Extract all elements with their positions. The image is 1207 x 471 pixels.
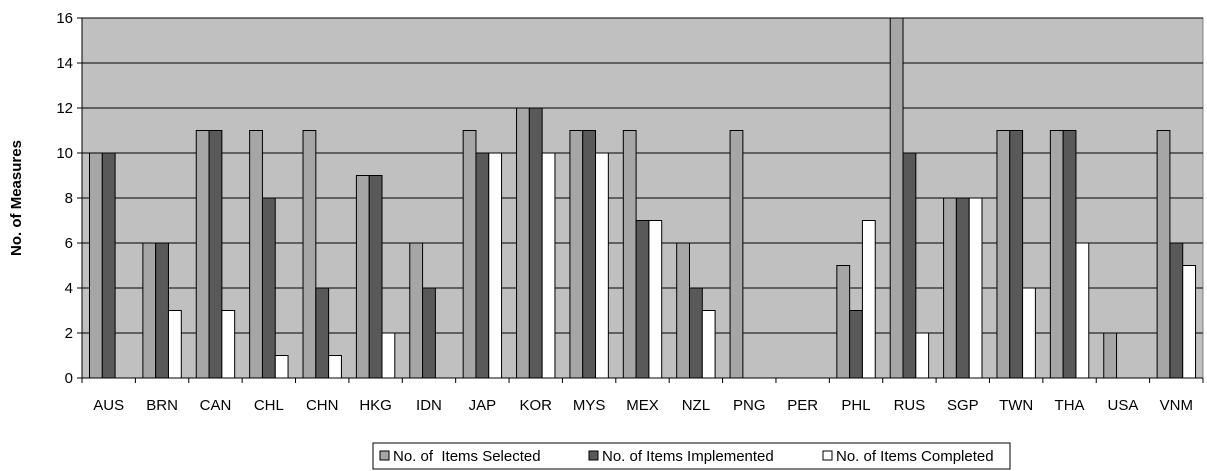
x-tick-label: AUS [93, 397, 124, 414]
legend: No. of Items Selected No. of Items Implem… [372, 442, 1011, 470]
bar [729, 130, 744, 379]
y-axis-ticks: 0 2 4 6 8 10 12 14 16 [56, 10, 1203, 387]
bar [955, 197, 970, 379]
bar [1049, 130, 1064, 379]
bars [89, 17, 1197, 379]
x-tick-label: TWN [999, 397, 1033, 414]
legend-swatch [822, 450, 833, 461]
x-tick-label: CHL [254, 397, 284, 414]
bar [622, 130, 637, 379]
bar [368, 175, 383, 379]
bar [1075, 242, 1090, 379]
x-tick-label: MEX [626, 397, 659, 414]
bar [409, 242, 424, 379]
bar [1062, 130, 1077, 379]
bar [315, 287, 330, 379]
bar [1182, 265, 1197, 379]
x-tick-label: USA [1108, 397, 1139, 414]
bar [142, 242, 157, 379]
legend-swatch [588, 450, 599, 461]
bar [1022, 287, 1036, 379]
bar [274, 355, 289, 379]
y-tick-label: 4 [65, 280, 73, 297]
x-tick-label: RUS [894, 397, 926, 414]
x-tick-label: JAP [469, 397, 497, 414]
y-tick-label: 10 [56, 145, 73, 162]
bar [915, 332, 930, 379]
bar [208, 130, 223, 379]
bar [167, 310, 182, 379]
bar [676, 242, 690, 379]
bar [1169, 242, 1184, 379]
bar [861, 220, 876, 379]
bar [648, 220, 663, 379]
bar [381, 332, 396, 379]
x-tick-label: THA [1055, 397, 1085, 414]
bar [89, 152, 103, 379]
x-tick-label: SGP [947, 397, 979, 414]
bar [968, 197, 983, 379]
legend-box [372, 442, 1011, 470]
x-tick-label: VNM [1160, 397, 1193, 414]
x-axis-ticks: AUS BRN CAN CHL CHN HKG IDN JAP KOR MYS MEX NZL PNG P… [81, 378, 1204, 414]
y-tick-label: 8 [65, 190, 73, 207]
x-tick-label: IDN [416, 397, 442, 414]
bar [462, 130, 477, 379]
x-tick-label: PNG [733, 397, 766, 414]
bar [101, 152, 116, 379]
bar [249, 130, 263, 379]
bar [528, 107, 543, 379]
y-tick-label: 0 [65, 370, 73, 387]
x-tick-label: CAN [200, 397, 232, 414]
bar [302, 130, 317, 379]
y-axis-label: No. of Measures [8, 140, 25, 256]
y-tick-label: 12 [56, 100, 73, 117]
bar [996, 130, 1011, 379]
bar [355, 175, 370, 379]
legend-label: No. of Items Implemented [602, 448, 774, 465]
legend-label: No. of Items Completed [836, 448, 994, 465]
bar [221, 310, 236, 379]
y-tick-label: 6 [65, 235, 73, 252]
x-tick-label: CHN [306, 397, 339, 414]
bar [1009, 130, 1024, 379]
x-tick-label: PHL [841, 397, 870, 414]
y-tick-label: 16 [56, 10, 73, 27]
bar [541, 152, 556, 379]
bar [688, 287, 703, 379]
bar [195, 130, 210, 379]
x-tick-label: KOR [519, 397, 552, 414]
bar [849, 310, 863, 379]
bar [155, 242, 169, 379]
bar [889, 17, 904, 379]
x-tick-label: NZL [682, 397, 710, 414]
bar [569, 130, 584, 379]
y-tick-label: 14 [56, 55, 73, 72]
x-tick-label: BRN [146, 397, 178, 414]
bar [635, 220, 650, 379]
bar [902, 152, 917, 379]
bar [488, 152, 503, 379]
bar [836, 265, 851, 379]
legend-swatch [379, 450, 390, 461]
x-tick-label: HKG [359, 397, 392, 414]
y-tick-label: 2 [65, 325, 73, 342]
bar [328, 355, 342, 379]
bar [943, 197, 957, 379]
bar [701, 310, 716, 379]
legend-label: No. of Items Selected [393, 448, 541, 465]
bar [1103, 332, 1118, 379]
bar [1156, 130, 1171, 379]
x-tick-label: PER [787, 397, 818, 414]
bar [595, 152, 609, 379]
bar [261, 197, 276, 379]
bar [516, 107, 530, 379]
bar [475, 152, 490, 379]
x-tick-label: MYS [573, 397, 606, 414]
bar [422, 287, 436, 379]
bar [582, 130, 597, 379]
